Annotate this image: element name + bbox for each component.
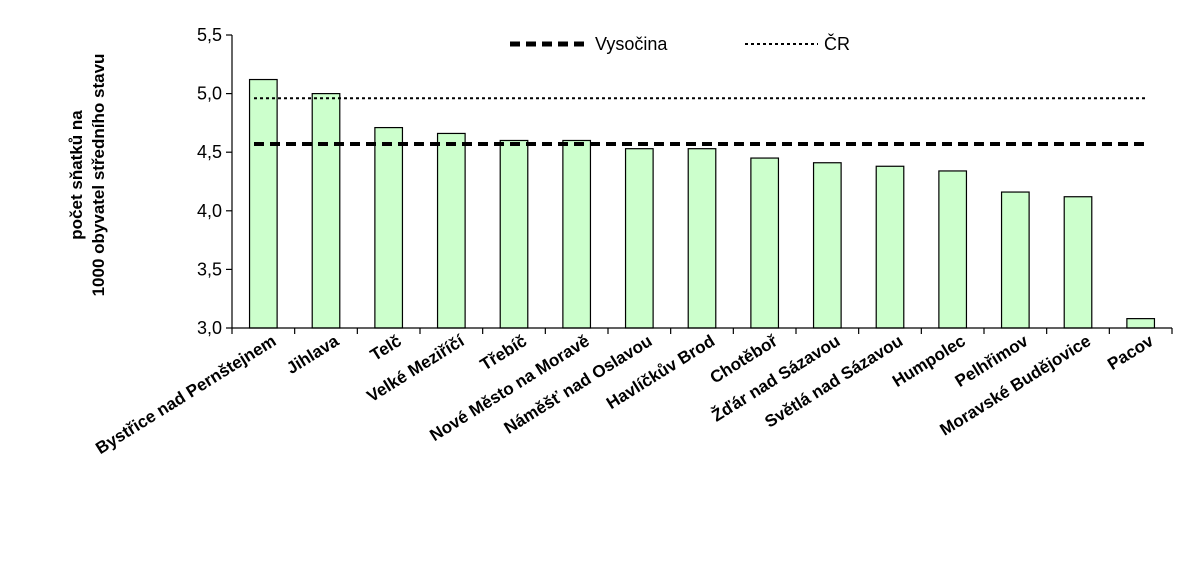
bar [875,165,905,329]
y-tick-label: 3,0 [197,318,222,338]
legend-cr-label: ČR [824,33,850,54]
y-tick-label: 4,5 [197,142,222,162]
y-tick-label: 3,5 [197,259,222,279]
bar [248,78,278,329]
bar [812,162,842,329]
x-category-label: Havlíčkův Brod [603,331,718,413]
x-category-label: Telč [367,331,405,364]
bar [1000,191,1030,329]
y-axis-title-line-1: počet sňatků na [67,110,86,240]
y-tick-label: 5,0 [197,84,222,104]
bar [562,139,592,329]
bar [938,170,968,329]
bar [311,92,341,329]
x-category-label: Jihlava [283,331,342,378]
y-tick-label: 5,5 [197,25,222,45]
bar [687,148,717,329]
bar [499,139,529,329]
x-category-label: Třebíč [477,331,530,374]
bar [1126,318,1156,329]
y-tick-label: 4,0 [197,201,222,221]
plot-area: 3,0 3,5 4,0 4,5 5,0 5,5 Bystřice nad Pernštejn… [92,25,1173,458]
y-axis-title-line-2: 1000 obyvatel středního stavu [89,54,108,297]
bar [374,126,404,329]
bar [436,132,466,329]
bar [750,157,780,329]
y-axis-title: počet sňatků na 1000 obyvatel středního … [67,54,108,297]
legend-vysocina-label: Vysočina [595,34,668,54]
bar [624,148,654,329]
x-category-label: Bystřice nad Pernštejnem [92,331,279,458]
x-category-label: Pacov [1104,331,1157,374]
legend: Vysočina ČR [510,33,850,54]
bar [1063,196,1093,329]
